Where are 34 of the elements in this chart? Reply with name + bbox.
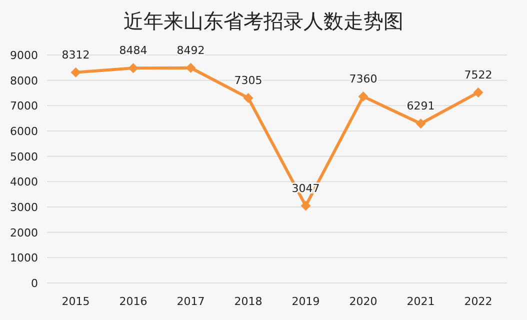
y-tick-label: 1000 [10, 252, 38, 265]
x-tick-label: 2015 [62, 295, 90, 308]
point [186, 62, 196, 73]
point [243, 92, 254, 103]
data-label: 7522 [464, 68, 492, 82]
x-tick-label: 2022 [464, 295, 492, 308]
y-tick-label: 9000 [10, 49, 38, 62]
data-label: 7305 [234, 74, 262, 87]
y-tick-label: 5000 [10, 150, 38, 164]
point [358, 92, 368, 102]
data-label: 6291 [406, 100, 435, 113]
x-tick-label: 2020 [349, 295, 378, 308]
point [473, 87, 484, 98]
y-tick-label: 8000 [10, 74, 38, 88]
x-tick-label: 2021 [406, 295, 435, 308]
y-tick-label: 7000 [10, 100, 38, 113]
data-label: 7360 [349, 72, 378, 86]
x-tick-label: 2016 [119, 295, 148, 308]
y-tick-label: 6000 [10, 125, 38, 138]
y-tick-label: 2000 [10, 226, 38, 240]
x-tick-label: 2017 [176, 295, 205, 308]
y-tick-label: 3000 [10, 201, 38, 214]
point [128, 63, 138, 74]
point [416, 118, 426, 129]
x-tick-label: 2018 [234, 295, 262, 308]
point [70, 67, 81, 78]
data-label: 8492 [176, 44, 205, 57]
y-tick-label: 4000 [10, 176, 38, 189]
chart-title: 近年来山东省考招录人数走势图 [124, 9, 404, 33]
data-label: 8312 [62, 48, 90, 62]
data-label: 8484 [119, 44, 148, 58]
point [300, 200, 311, 211]
x-tick-label: 2019 [292, 295, 320, 308]
y-tick-label: 0 [31, 277, 38, 290]
